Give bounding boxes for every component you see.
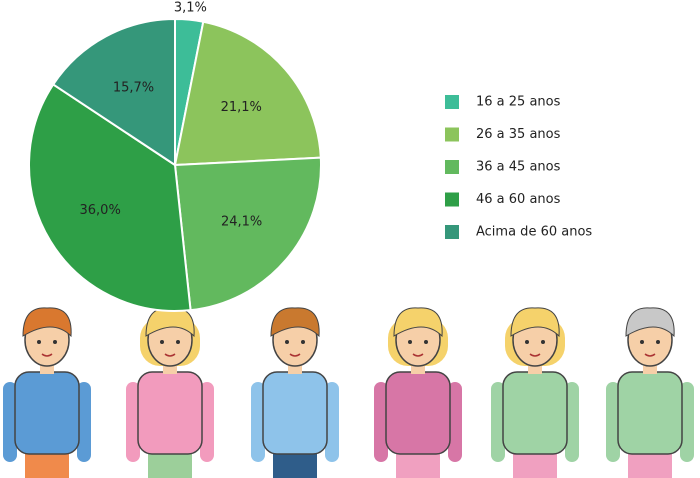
arm bbox=[251, 382, 265, 462]
legend-label: Acima de 60 anos bbox=[476, 225, 592, 240]
arm bbox=[491, 382, 505, 462]
eye bbox=[541, 340, 545, 344]
eye bbox=[160, 340, 164, 344]
body bbox=[617, 371, 683, 455]
arm bbox=[126, 382, 140, 462]
arm bbox=[325, 382, 339, 462]
legend-swatch bbox=[445, 192, 459, 207]
pie-slice bbox=[173, 156, 322, 312]
legend-label: 26 a 35 anos bbox=[476, 127, 561, 142]
arm bbox=[448, 382, 462, 462]
mouth bbox=[412, 353, 424, 357]
arm bbox=[565, 382, 579, 462]
hair bbox=[22, 307, 72, 338]
pie-slice bbox=[173, 20, 322, 167]
body bbox=[502, 371, 568, 455]
mouth bbox=[164, 353, 176, 357]
person bbox=[374, 307, 462, 478]
mouth bbox=[41, 353, 53, 357]
person bbox=[3, 307, 91, 478]
data-label: 3,1% bbox=[174, 1, 207, 16]
eye bbox=[525, 340, 529, 344]
hair bbox=[145, 307, 195, 338]
person bbox=[491, 307, 579, 478]
arm bbox=[606, 382, 620, 462]
hair bbox=[393, 307, 443, 338]
data-label: 15,7% bbox=[113, 80, 154, 95]
hair bbox=[625, 307, 675, 338]
mouth bbox=[644, 353, 656, 357]
hair bbox=[270, 307, 320, 338]
arm bbox=[3, 382, 17, 462]
person bbox=[251, 307, 339, 478]
person bbox=[606, 307, 694, 478]
body bbox=[14, 371, 80, 455]
pie-slice bbox=[51, 17, 176, 167]
legend-swatch bbox=[445, 95, 459, 109]
eye bbox=[285, 340, 289, 344]
eye bbox=[53, 340, 57, 344]
data-label: 24,1% bbox=[221, 214, 262, 229]
legend-swatch bbox=[445, 225, 459, 239]
eye bbox=[424, 340, 428, 344]
eye bbox=[176, 340, 180, 344]
eye bbox=[37, 340, 41, 344]
data-label: 36,0% bbox=[80, 203, 121, 218]
body bbox=[262, 371, 328, 455]
legend-swatch bbox=[445, 160, 459, 174]
legend-swatch bbox=[445, 127, 459, 142]
data-label: 21,1% bbox=[221, 100, 262, 115]
legend-label: 46 a 60 anos bbox=[476, 192, 561, 207]
eye bbox=[640, 340, 644, 344]
mouth bbox=[529, 353, 541, 357]
body bbox=[137, 371, 203, 455]
body bbox=[385, 371, 451, 455]
person bbox=[126, 307, 214, 478]
hair bbox=[510, 307, 560, 338]
pie-slice bbox=[28, 83, 192, 312]
legend-label: 16 a 25 anos bbox=[476, 95, 561, 110]
eye bbox=[656, 340, 660, 344]
arm bbox=[680, 382, 694, 462]
arm bbox=[200, 382, 214, 462]
eye bbox=[408, 340, 412, 344]
mouth bbox=[289, 353, 301, 357]
legend-label: 36 a 45 anos bbox=[476, 160, 561, 175]
eye bbox=[301, 340, 305, 344]
arm bbox=[374, 382, 388, 462]
arm bbox=[77, 382, 91, 462]
illustration bbox=[3, 307, 694, 478]
